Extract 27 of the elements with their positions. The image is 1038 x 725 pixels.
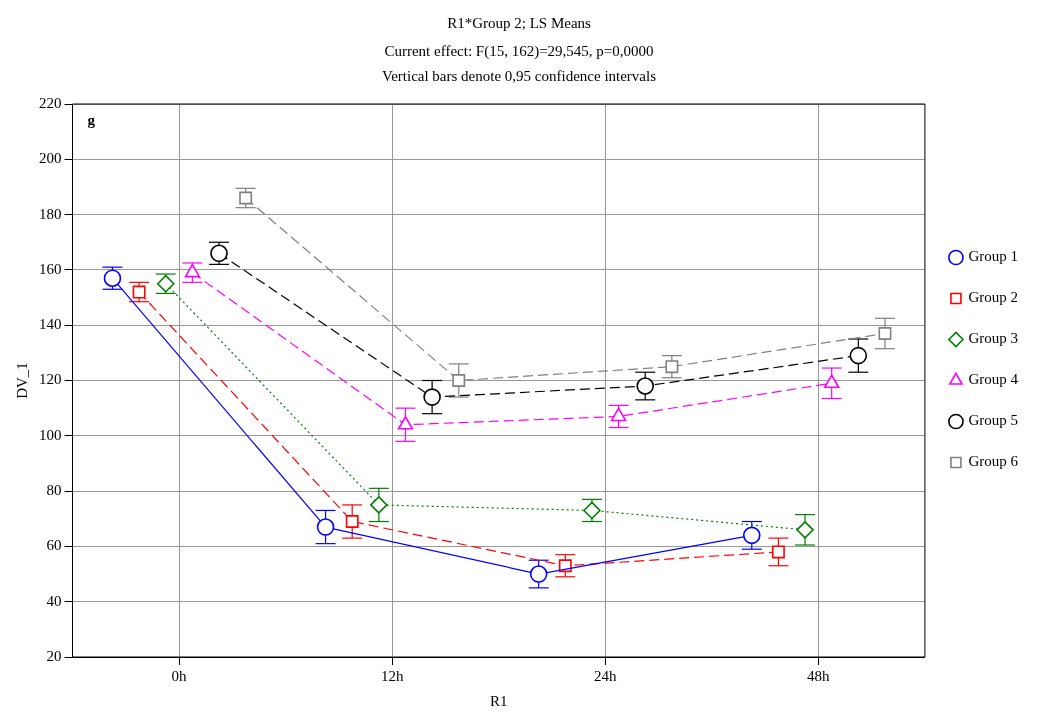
- x-tick-label: 0h: [171, 667, 188, 684]
- text: Vertical bars denote 0,95 confidence intervals: [381, 68, 657, 85]
- y-tick-label: 160: [39, 260, 62, 277]
- y-axis-title: DV_1: [13, 362, 30, 399]
- y-tick-label: 200: [39, 150, 62, 167]
- y-tick-label: 220: [39, 94, 62, 111]
- y-tick-label: 40: [46, 592, 62, 609]
- legend-label: Group 3: [968, 330, 1018, 347]
- legend-label: Group 4: [968, 371, 1019, 388]
- x-tick-label: 12h: [380, 667, 404, 684]
- y-tick-label: 100: [39, 426, 62, 443]
- y-tick-label: 80: [46, 482, 62, 499]
- legend-label: Group 1: [968, 248, 1018, 265]
- legend-label: Group 6: [968, 453, 1019, 470]
- y-tick-label: 20: [46, 647, 62, 664]
- annotation: g: [87, 112, 96, 129]
- chart-subtitle: Current effect: F(15, 162)=29,545, p=0,0000: [384, 42, 654, 60]
- y-tick-label: 180: [39, 205, 62, 222]
- x-axis-title: R1: [489, 692, 508, 709]
- x-tick-label: 48h: [807, 667, 831, 684]
- x-tick-label: 24h: [594, 667, 618, 684]
- y-tick-label: 140: [39, 316, 62, 333]
- y-tick-label: 60: [46, 537, 62, 554]
- chart-title: R1*Group 2; LS Means: [447, 14, 592, 31]
- y-tick-label: 120: [39, 371, 62, 388]
- legend-label: Group 2: [968, 289, 1018, 306]
- legend-label: Group 5: [968, 412, 1018, 429]
